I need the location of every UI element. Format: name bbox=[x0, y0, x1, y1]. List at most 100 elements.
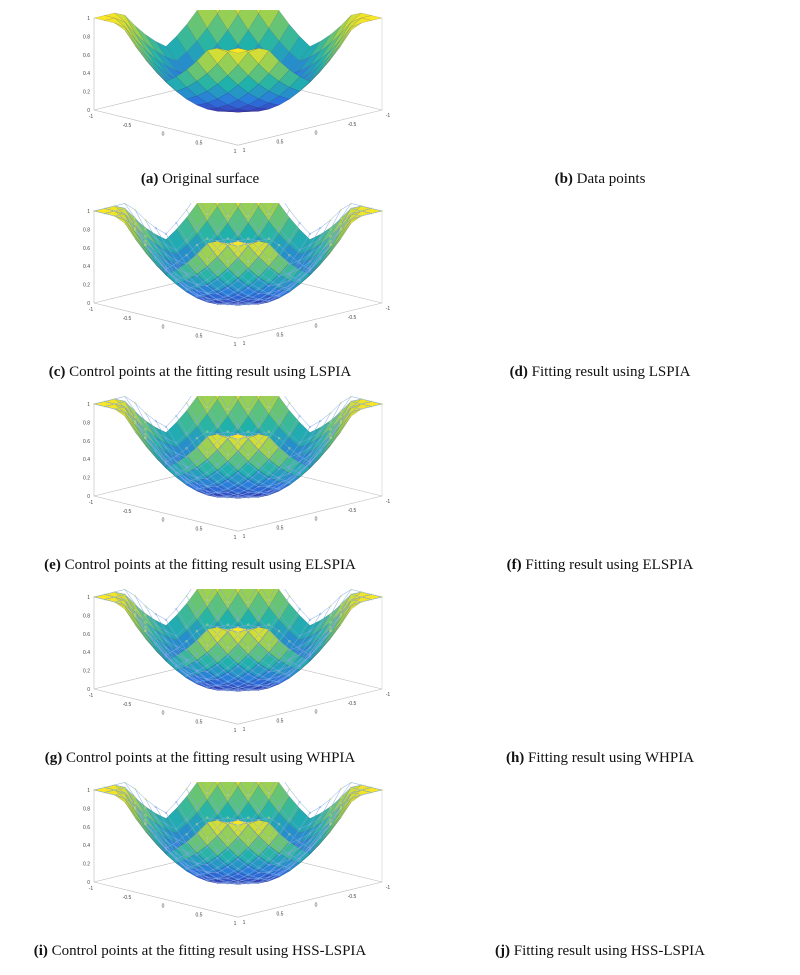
data-point bbox=[195, 868, 198, 871]
data-point bbox=[195, 476, 198, 479]
z-tick-label: 1 bbox=[87, 209, 90, 215]
data-point bbox=[206, 863, 209, 867]
data-point bbox=[339, 401, 342, 404]
data-point bbox=[175, 455, 178, 458]
mesh-line bbox=[134, 788, 280, 881]
data-point bbox=[195, 477, 198, 480]
data-point bbox=[185, 842, 188, 845]
data-point bbox=[350, 217, 353, 220]
data-point bbox=[267, 863, 270, 867]
data-point bbox=[278, 447, 281, 450]
data-point bbox=[185, 481, 188, 484]
z-tick-label: 0.4 bbox=[83, 457, 90, 463]
data-point bbox=[175, 846, 178, 849]
data-point bbox=[103, 212, 106, 215]
data-point bbox=[144, 823, 147, 826]
data-point bbox=[226, 688, 229, 691]
data-point bbox=[164, 425, 168, 428]
mesh-line bbox=[155, 420, 300, 499]
data-point bbox=[278, 295, 281, 298]
data-point bbox=[257, 866, 260, 869]
data-point bbox=[308, 253, 312, 256]
data-point bbox=[175, 665, 178, 668]
data-point bbox=[288, 465, 291, 468]
data-point bbox=[319, 444, 322, 447]
data-point bbox=[103, 786, 106, 789]
data-point bbox=[103, 400, 106, 403]
data-point bbox=[278, 868, 281, 871]
data-point bbox=[370, 791, 373, 794]
data-point bbox=[206, 644, 209, 647]
y-tick-label: -0.5 bbox=[348, 894, 357, 900]
data-point bbox=[288, 284, 291, 287]
data-point bbox=[164, 832, 168, 835]
data-point bbox=[288, 480, 291, 483]
data-point bbox=[226, 237, 229, 240]
data-point bbox=[288, 665, 291, 668]
data-point bbox=[206, 871, 209, 874]
data-point bbox=[236, 472, 240, 475]
data-point bbox=[185, 863, 188, 866]
data-point bbox=[236, 665, 240, 668]
data-point bbox=[226, 473, 229, 476]
data-point bbox=[216, 688, 219, 691]
data-point bbox=[247, 859, 250, 862]
figure-panel-d: 00.20.40.60.81110.50.500-0.5-0.5-1-1(d) … bbox=[400, 203, 800, 396]
data-point bbox=[257, 491, 260, 494]
data-point bbox=[298, 827, 301, 831]
data-point bbox=[226, 453, 229, 456]
data-point bbox=[308, 651, 312, 654]
data-point bbox=[236, 824, 240, 827]
data-point bbox=[154, 430, 157, 433]
data-point bbox=[257, 495, 260, 498]
y-axis-line bbox=[237, 881, 383, 918]
y-tick-label: 1 bbox=[243, 920, 246, 926]
data-point bbox=[154, 226, 157, 230]
z-tick-label: 0.8 bbox=[83, 227, 90, 233]
data-point bbox=[360, 402, 363, 406]
data-point bbox=[278, 863, 281, 866]
data-point bbox=[195, 289, 198, 292]
data-point bbox=[257, 836, 260, 839]
data-point bbox=[247, 628, 250, 631]
data-point bbox=[267, 267, 270, 270]
data-point bbox=[185, 660, 188, 663]
data-point bbox=[339, 795, 342, 799]
data-point bbox=[288, 477, 291, 480]
data-point bbox=[319, 824, 322, 827]
data-point bbox=[308, 839, 312, 842]
x-tick-label: -1 bbox=[89, 886, 94, 892]
data-point bbox=[175, 852, 178, 855]
x-tick-label: 0 bbox=[162, 904, 165, 910]
data-point bbox=[319, 612, 322, 616]
data-point bbox=[319, 830, 322, 833]
z-tick-label: 0 bbox=[87, 494, 90, 500]
mesh-line bbox=[237, 210, 383, 270]
y-tick-label: -1 bbox=[386, 692, 391, 698]
data-point bbox=[360, 600, 363, 604]
data-point bbox=[123, 410, 126, 413]
data-point bbox=[154, 824, 157, 827]
mesh-line bbox=[104, 594, 249, 667]
data-point bbox=[226, 215, 229, 218]
y-tick-label: 0 bbox=[315, 324, 318, 330]
data-point bbox=[267, 871, 270, 874]
data-point bbox=[319, 226, 322, 230]
data-point bbox=[144, 243, 147, 246]
data-point bbox=[247, 479, 250, 483]
data-point bbox=[185, 254, 188, 257]
data-point bbox=[164, 260, 168, 263]
data-point bbox=[175, 273, 178, 276]
data-point bbox=[267, 678, 270, 681]
data-point bbox=[164, 639, 168, 642]
mesh-line bbox=[124, 203, 270, 297]
data-point bbox=[164, 848, 168, 851]
data-point bbox=[329, 604, 332, 608]
x-tick-label: 0.5 bbox=[196, 719, 203, 725]
data-point bbox=[267, 685, 270, 689]
data-point bbox=[195, 661, 198, 664]
data-point bbox=[298, 838, 301, 841]
data-point bbox=[154, 450, 157, 453]
data-point bbox=[185, 432, 188, 435]
data-point bbox=[144, 218, 147, 222]
